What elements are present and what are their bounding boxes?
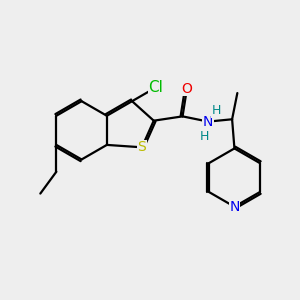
Text: O: O: [182, 82, 192, 96]
Text: H: H: [200, 130, 209, 143]
Text: N: N: [229, 200, 240, 214]
Text: N: N: [203, 115, 213, 129]
Text: S: S: [137, 140, 146, 154]
Text: Cl: Cl: [148, 80, 164, 95]
Text: H: H: [212, 104, 221, 117]
